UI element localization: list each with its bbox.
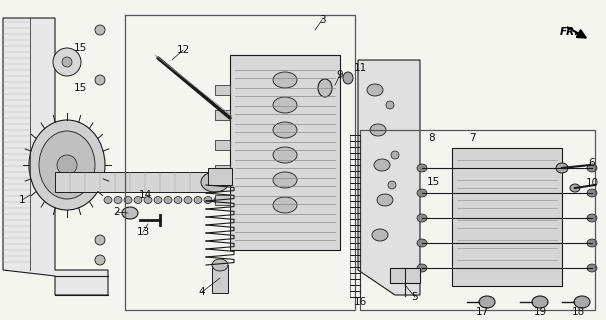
Ellipse shape <box>53 48 81 76</box>
Ellipse shape <box>154 196 162 204</box>
Text: 13: 13 <box>136 227 150 237</box>
Ellipse shape <box>343 72 353 84</box>
Ellipse shape <box>386 101 394 109</box>
Ellipse shape <box>194 196 202 204</box>
Polygon shape <box>452 148 562 286</box>
Ellipse shape <box>532 296 548 308</box>
Polygon shape <box>55 172 215 192</box>
Bar <box>212 265 228 293</box>
Text: 5: 5 <box>411 292 418 302</box>
Text: 2: 2 <box>114 207 121 217</box>
Polygon shape <box>3 18 108 295</box>
Ellipse shape <box>273 147 297 163</box>
Ellipse shape <box>212 259 228 271</box>
Ellipse shape <box>587 189 597 197</box>
Ellipse shape <box>114 196 122 204</box>
Polygon shape <box>358 60 420 295</box>
Text: 4: 4 <box>199 287 205 297</box>
Ellipse shape <box>587 214 597 222</box>
Ellipse shape <box>417 164 427 172</box>
Ellipse shape <box>122 207 138 219</box>
Text: 19: 19 <box>533 307 547 317</box>
Polygon shape <box>215 85 230 95</box>
Text: 15: 15 <box>427 177 439 187</box>
Text: 9: 9 <box>337 70 344 80</box>
Polygon shape <box>215 110 230 120</box>
Ellipse shape <box>556 163 568 173</box>
Ellipse shape <box>57 155 77 175</box>
Ellipse shape <box>144 196 152 204</box>
Ellipse shape <box>374 159 390 171</box>
Text: 18: 18 <box>571 307 585 317</box>
Text: FR.: FR. <box>560 27 579 37</box>
Ellipse shape <box>273 197 297 213</box>
Bar <box>208 168 232 185</box>
Ellipse shape <box>124 196 132 204</box>
Ellipse shape <box>39 131 95 199</box>
Ellipse shape <box>204 196 212 204</box>
Text: 14: 14 <box>138 190 152 200</box>
Ellipse shape <box>417 264 427 272</box>
Ellipse shape <box>273 97 297 113</box>
Ellipse shape <box>417 239 427 247</box>
Text: 7: 7 <box>468 133 475 143</box>
Text: 15: 15 <box>73 43 87 53</box>
Ellipse shape <box>370 124 386 136</box>
Bar <box>390 268 420 283</box>
Text: 6: 6 <box>588 158 595 168</box>
Ellipse shape <box>62 57 72 67</box>
Text: 3: 3 <box>319 15 325 25</box>
Ellipse shape <box>574 296 590 308</box>
Text: 8: 8 <box>428 133 435 143</box>
Text: 12: 12 <box>176 45 190 55</box>
Ellipse shape <box>372 229 388 241</box>
Ellipse shape <box>479 296 495 308</box>
Ellipse shape <box>95 25 105 35</box>
Text: 17: 17 <box>475 307 488 317</box>
Text: 15: 15 <box>73 83 87 93</box>
Ellipse shape <box>134 196 142 204</box>
Ellipse shape <box>318 79 332 97</box>
Text: 16: 16 <box>353 297 367 307</box>
Ellipse shape <box>417 214 427 222</box>
Ellipse shape <box>391 151 399 159</box>
Ellipse shape <box>104 196 112 204</box>
Ellipse shape <box>587 164 597 172</box>
Ellipse shape <box>273 172 297 188</box>
Text: 10: 10 <box>585 178 599 188</box>
Ellipse shape <box>273 72 297 88</box>
Ellipse shape <box>95 255 105 265</box>
Ellipse shape <box>367 84 383 96</box>
Polygon shape <box>215 195 230 205</box>
Ellipse shape <box>273 122 297 138</box>
Ellipse shape <box>377 194 393 206</box>
Ellipse shape <box>388 181 396 189</box>
Ellipse shape <box>174 196 182 204</box>
Ellipse shape <box>417 189 427 197</box>
Ellipse shape <box>201 172 229 192</box>
Polygon shape <box>230 55 340 250</box>
Polygon shape <box>215 140 230 150</box>
Ellipse shape <box>95 75 105 85</box>
Ellipse shape <box>587 239 597 247</box>
Ellipse shape <box>184 196 192 204</box>
Text: 11: 11 <box>353 63 367 73</box>
Ellipse shape <box>587 264 597 272</box>
Ellipse shape <box>214 196 222 204</box>
Polygon shape <box>215 165 230 175</box>
Ellipse shape <box>570 184 580 192</box>
Ellipse shape <box>164 196 172 204</box>
Ellipse shape <box>95 235 105 245</box>
Ellipse shape <box>29 120 105 210</box>
Text: 1: 1 <box>19 195 25 205</box>
